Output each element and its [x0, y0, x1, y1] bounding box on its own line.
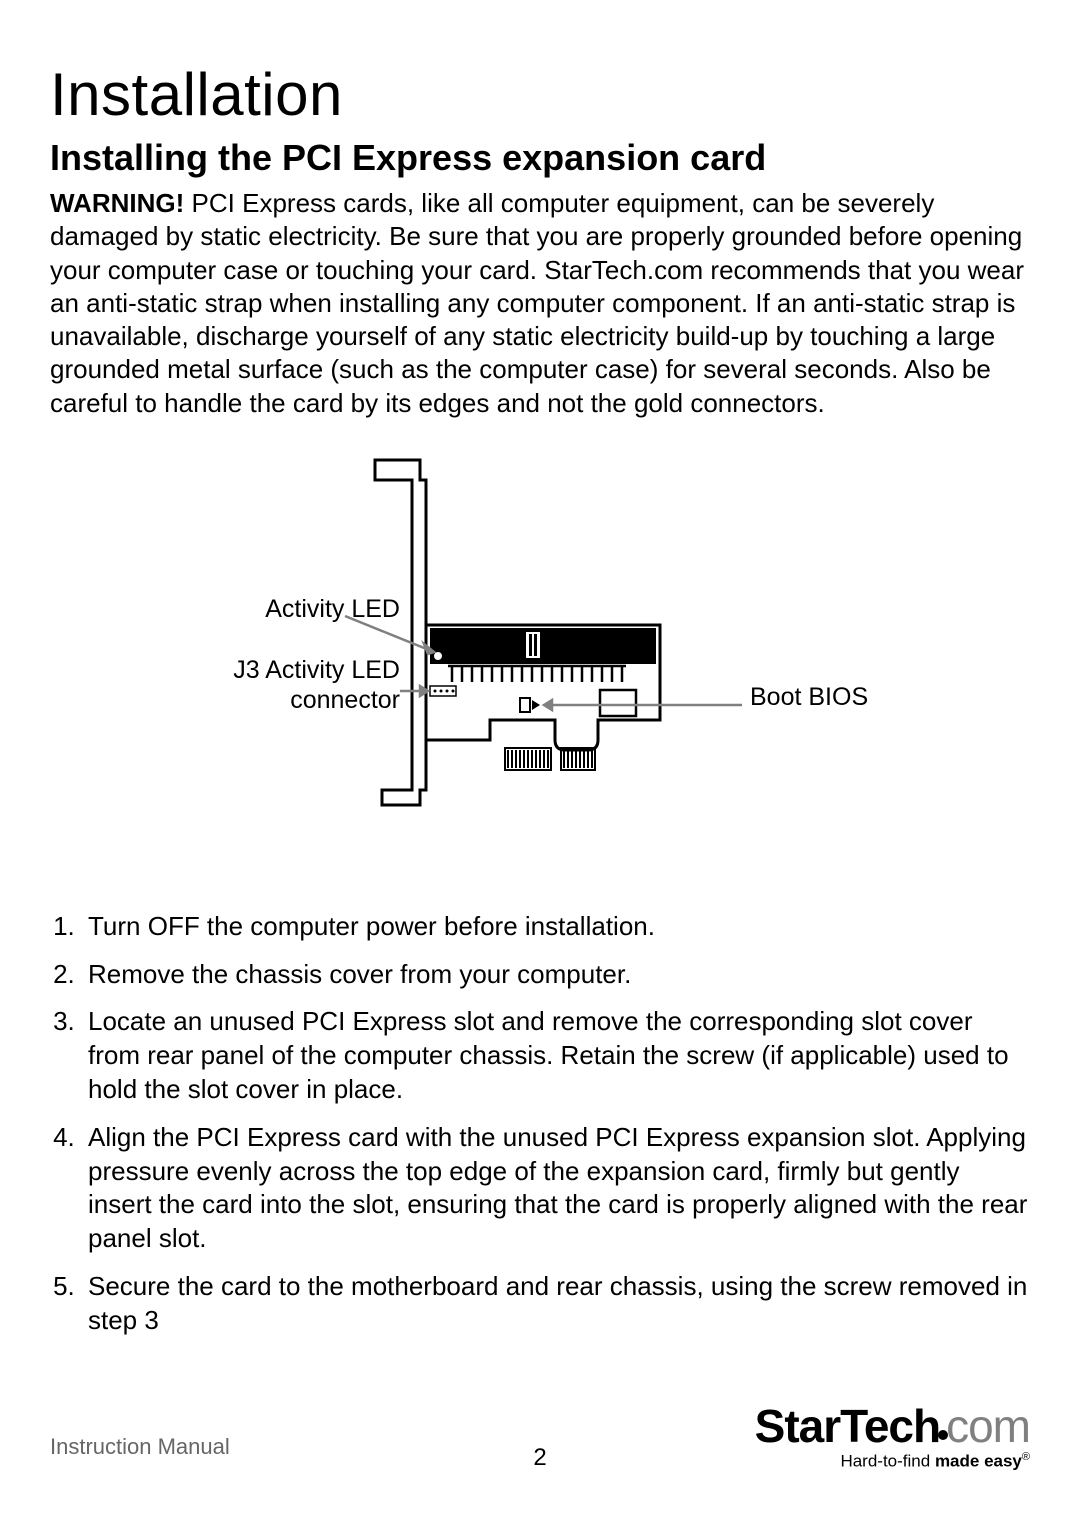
page-footer: Instruction Manual 2 StarTechcom Hard-to…	[50, 1392, 1030, 1472]
warning-label: WARNING!	[50, 188, 184, 218]
step-item: Remove the chassis cover from your compu…	[82, 958, 1030, 992]
page-number: 2	[533, 1444, 546, 1472]
tagline-plain: Hard-to-find	[840, 1452, 934, 1471]
footer-doc-type: Instruction Manual	[50, 1434, 230, 1460]
brand-tagline: Hard-to-find made easy®	[755, 1451, 1030, 1472]
section-subtitle: Installing the PCI Express expansion car…	[50, 137, 1030, 179]
step-item: Turn OFF the computer power before insta…	[82, 910, 1030, 944]
diagram-label-activity-led: Activity LED	[200, 594, 400, 624]
step-item: Locate an unused PCI Express slot and re…	[82, 1005, 1030, 1106]
installation-steps: Turn OFF the computer power before insta…	[50, 910, 1030, 1338]
warning-text: PCI Express cards, like all computer equ…	[50, 188, 1024, 418]
warning-paragraph: WARNING! PCI Express cards, like all com…	[50, 187, 1030, 420]
tagline-bold: made easy	[935, 1452, 1022, 1471]
page-title: Installation	[50, 60, 1030, 129]
diagram-label-boot-bios: Boot BIOS	[750, 682, 868, 712]
brand-logo: StarTechcom	[755, 1403, 1030, 1449]
registered-icon: ®	[1022, 1451, 1030, 1463]
brand-thin: com	[946, 1400, 1030, 1452]
card-diagram: Activity LED J3 Activity LED connector B…	[50, 450, 1030, 870]
brand-bold: StarTech	[755, 1400, 940, 1452]
brand-block: StarTechcom Hard-to-find made easy®	[755, 1403, 1030, 1472]
diagram-label-j3-connector: J3 Activity LED connector	[190, 655, 400, 715]
step-item: Align the PCI Express card with the unus…	[82, 1121, 1030, 1256]
step-item: Secure the card to the motherboard and r…	[82, 1270, 1030, 1338]
